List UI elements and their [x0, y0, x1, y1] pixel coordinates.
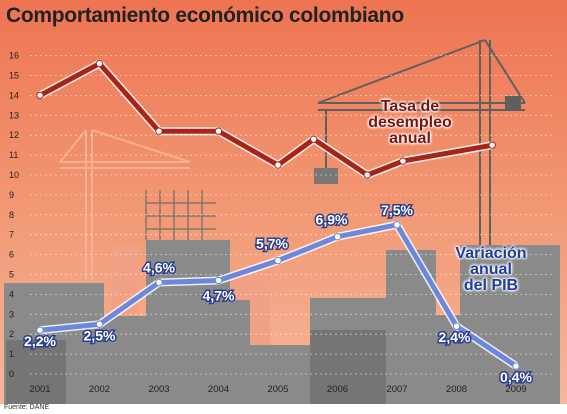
data-point: [36, 91, 44, 100]
y-tick-label: 8: [9, 210, 14, 220]
data-point: [310, 135, 318, 143]
chart-title: Comportamiento económico colombiano: [6, 4, 404, 27]
y-tick-label: 7: [9, 230, 14, 240]
y-tick-label: 3: [9, 309, 14, 319]
data-point: [155, 278, 163, 287]
source-note: Fuente: DANE: [4, 404, 50, 411]
data-point: [399, 157, 407, 165]
y-tick-label: 9: [9, 190, 14, 200]
data-point: [95, 59, 104, 68]
x-tick-label: 2009: [505, 384, 526, 395]
x-tick-label: 2003: [148, 384, 169, 395]
data-label: 4,6%: [143, 259, 175, 275]
data-label: 7,5%: [381, 202, 413, 218]
y-tick-label: 2: [9, 329, 14, 339]
y-tick-label: 14: [9, 90, 19, 100]
y-tick-label: 5: [9, 270, 14, 280]
data-label: 2,2%: [24, 333, 56, 349]
y-tick-label: 10: [9, 170, 19, 180]
data-point: [214, 276, 223, 285]
data-point: [488, 141, 496, 149]
y-tick-label: 15: [9, 71, 19, 81]
series-layer: 2,2% 2,5% 4,6% 4,7% 5,7% 6,9% 7,5% 2,4% 0,4%: [23, 59, 534, 387]
y-tick-label: 16: [9, 51, 19, 61]
x-tick-label: 2004: [208, 384, 229, 395]
data-label: 5,7%: [256, 236, 288, 252]
data-label: 6,9%: [316, 212, 348, 228]
data-point: [363, 171, 371, 179]
y-tick-label: 12: [9, 130, 19, 140]
x-tick-label: 2005: [267, 384, 288, 395]
series-label-unemployment: Tasa de desempleo anual: [368, 98, 452, 147]
data-label: 2,5%: [84, 327, 116, 343]
data-point: [452, 322, 461, 330]
data-label: 4,7%: [203, 287, 235, 303]
data-point: [214, 127, 223, 135]
data-point: [95, 320, 104, 328]
city-background: [4, 39, 560, 404]
series-label-gdp: Variación anual del PIB: [455, 245, 527, 294]
data-point: [36, 326, 44, 334]
x-axis-ticks: 2001 2002 2003 2004 2005 2006 2007 2008 2009: [29, 384, 526, 395]
data-point: [333, 232, 342, 241]
x-tick-label: 2002: [89, 384, 110, 395]
data-point: [274, 256, 282, 265]
data-label: 0,4%: [500, 369, 532, 385]
x-tick-label: 2007: [386, 384, 407, 395]
data-point: [393, 221, 401, 229]
data-point: [512, 362, 520, 370]
y-tick-label: 13: [9, 110, 19, 120]
data-point: [155, 127, 163, 135]
y-tick-label: 1: [9, 349, 14, 359]
x-tick-label: 2008: [446, 384, 467, 395]
y-tick-label: 11: [9, 150, 18, 160]
data-point: [274, 161, 282, 169]
data-label: 2,4%: [439, 329, 471, 345]
y-tick-label: 0: [9, 369, 14, 379]
x-tick-label: 2006: [327, 384, 348, 395]
x-tick-label: 2001: [29, 384, 50, 395]
y-tick-label: 6: [9, 250, 14, 260]
y-tick-label: 4: [9, 289, 14, 299]
